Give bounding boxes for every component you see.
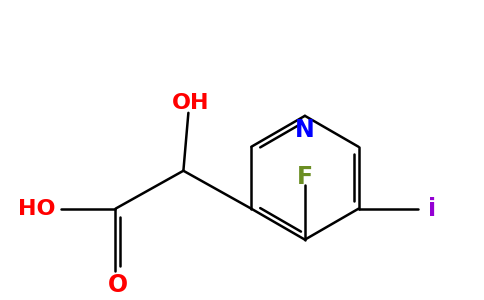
Text: F: F xyxy=(297,165,313,189)
Text: HO: HO xyxy=(18,199,56,219)
Text: OH: OH xyxy=(172,93,209,113)
Text: N: N xyxy=(295,118,315,142)
Text: O: O xyxy=(107,273,128,297)
Text: i: i xyxy=(428,197,437,221)
